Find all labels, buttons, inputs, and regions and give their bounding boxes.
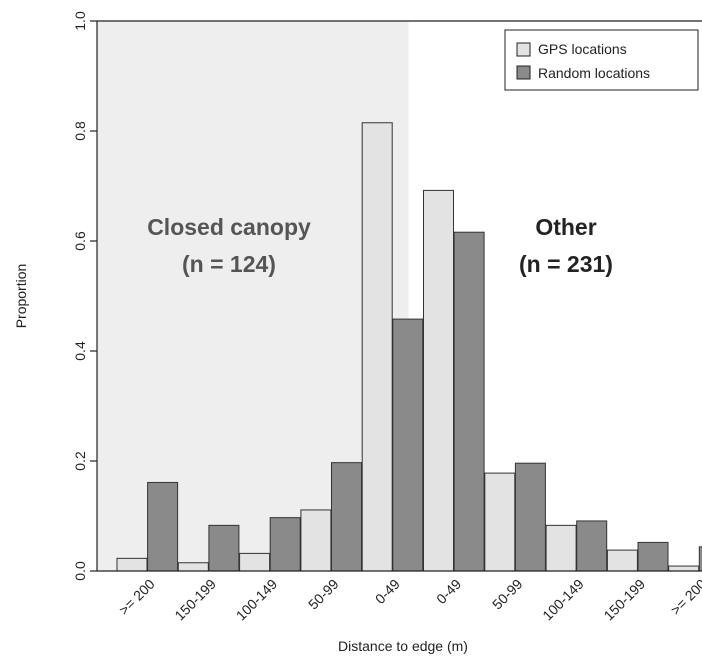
legend: GPS locations Random locations — [504, 29, 699, 91]
x-tick-label-6: 50-99 — [489, 576, 526, 613]
bar-random-9 — [698, 546, 702, 572]
y-tick-label-2: 0.4 — [72, 341, 88, 361]
x-tick-label-1: 150-199 — [171, 576, 219, 624]
region-closed-canopy-count: (n = 124) — [182, 251, 276, 277]
y-tick-label-1: 0.2 — [72, 451, 88, 471]
bar-random-0 — [147, 481, 179, 572]
region-other-count: (n = 231) — [519, 251, 613, 277]
bar-gps-9 — [668, 565, 700, 572]
bar-random-1 — [208, 524, 240, 572]
bar-gps-0 — [116, 557, 148, 572]
x-tick-label-0: >= 200 — [116, 576, 158, 618]
bar-random-6 — [514, 462, 546, 572]
bar-random-4 — [392, 318, 424, 572]
legend-label-gps: GPS locations — [538, 41, 627, 57]
legend-label-random: Random locations — [538, 65, 650, 81]
legend-swatch-random — [516, 65, 531, 80]
x-tick-label-3: 50-99 — [305, 576, 342, 613]
bar-gps-6 — [484, 472, 516, 572]
y-tick-label-0: 0.0 — [72, 561, 88, 581]
bar-gps-4 — [361, 122, 393, 572]
y-tick-label-3: 0.6 — [72, 231, 88, 251]
x-tick-label-5: 0-49 — [433, 576, 464, 607]
bar-random-5 — [453, 231, 485, 572]
legend-swatch-gps — [516, 42, 531, 57]
x-tick-label-2: 100-149 — [233, 576, 281, 624]
bars-group — [116, 122, 702, 572]
region-other-label: Other — [535, 214, 596, 240]
bar-gps-5 — [423, 189, 454, 572]
region-closed-canopy-label: Closed canopy — [147, 214, 311, 240]
y-tick-label-5: 1.0 — [72, 11, 88, 31]
bar-gps-2 — [239, 552, 271, 572]
x-tick-label-8: 150-199 — [600, 576, 648, 624]
y-ticks-group: 0.0 0.2 0.4 0.6 0.8 1.0 — [72, 11, 97, 581]
x-tick-label-4: 0-49 — [372, 576, 403, 607]
bar-gps-8 — [606, 549, 638, 572]
y-axis-title: Proportion — [13, 264, 29, 329]
bar-random-3 — [331, 462, 362, 572]
bar-random-2 — [269, 517, 301, 572]
bar-random-7 — [576, 520, 608, 572]
x-tick-labels-group: >= 200 150-199 100-149 50-99 0-49 0-49 50-99 10… — [116, 576, 702, 624]
y-tick-label-4: 0.8 — [72, 121, 88, 141]
x-tick-label-7: 100-149 — [539, 576, 587, 624]
x-tick-label-9: >= 200 — [667, 576, 702, 618]
legend-box — [504, 29, 699, 91]
bar-random-8 — [637, 541, 669, 572]
bar-gps-7 — [545, 524, 577, 572]
bar-gps-1 — [177, 562, 209, 572]
x-axis-title: Distance to edge (m) — [338, 638, 468, 654]
bar-gps-3 — [300, 509, 332, 572]
